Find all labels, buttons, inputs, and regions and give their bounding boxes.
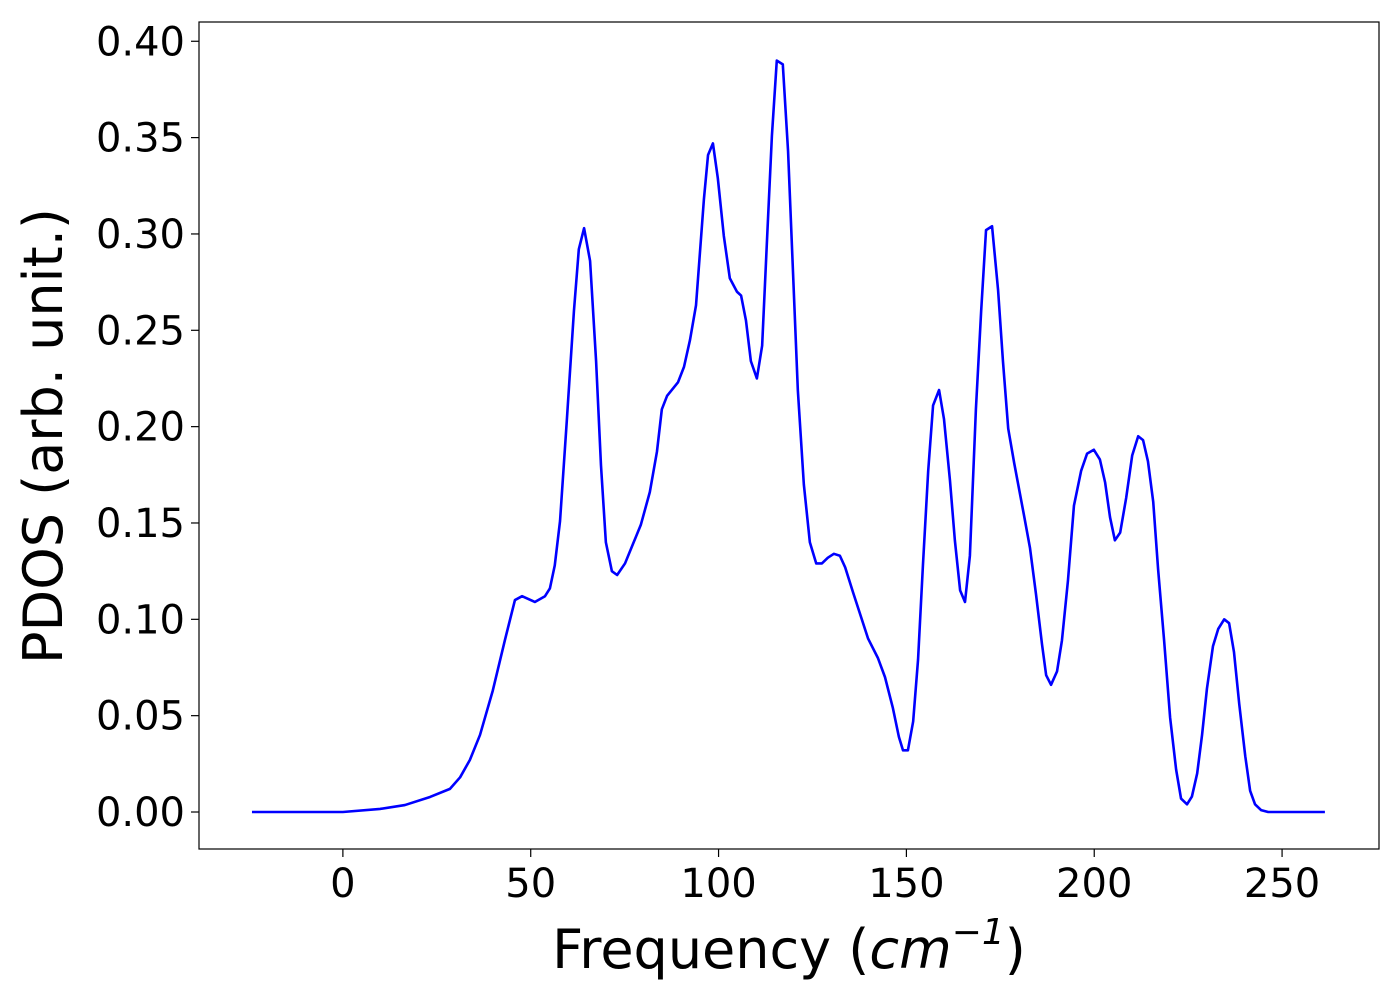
x-tick-label: 50 [505,861,556,907]
x-label-close: ) [1005,918,1026,981]
x-label-text: Frequency ( [552,918,869,981]
x-tick-label: 250 [1244,861,1320,907]
x-tick-label: 0 [330,861,355,907]
y-tick-label: 0.05 [96,694,185,740]
y-tick-label: 0.10 [96,597,185,643]
y-tick-label: 0.15 [96,501,185,547]
y-axis-label: PDOS (arb. unit.) [12,208,75,664]
y-tick-label: 0.00 [96,790,185,836]
y-tick-label: 0.25 [96,308,185,354]
y-tick-label: 0.20 [96,405,185,451]
x-label-unit: cm [869,918,951,981]
x-tick-label: 150 [868,861,944,907]
x-tick-label: 100 [680,861,756,907]
y-tick-label: 0.35 [96,116,185,162]
y-tick-label: 0.40 [96,19,185,65]
data-line [251,59,1325,814]
x-label-exponent: −1 [952,912,1005,953]
y-tick-label: 0.30 [96,212,185,258]
x-axis-label: Frequency (cm−1) [552,912,1026,981]
x-tick-label: 200 [1056,861,1132,907]
plot-frame [198,21,1380,850]
